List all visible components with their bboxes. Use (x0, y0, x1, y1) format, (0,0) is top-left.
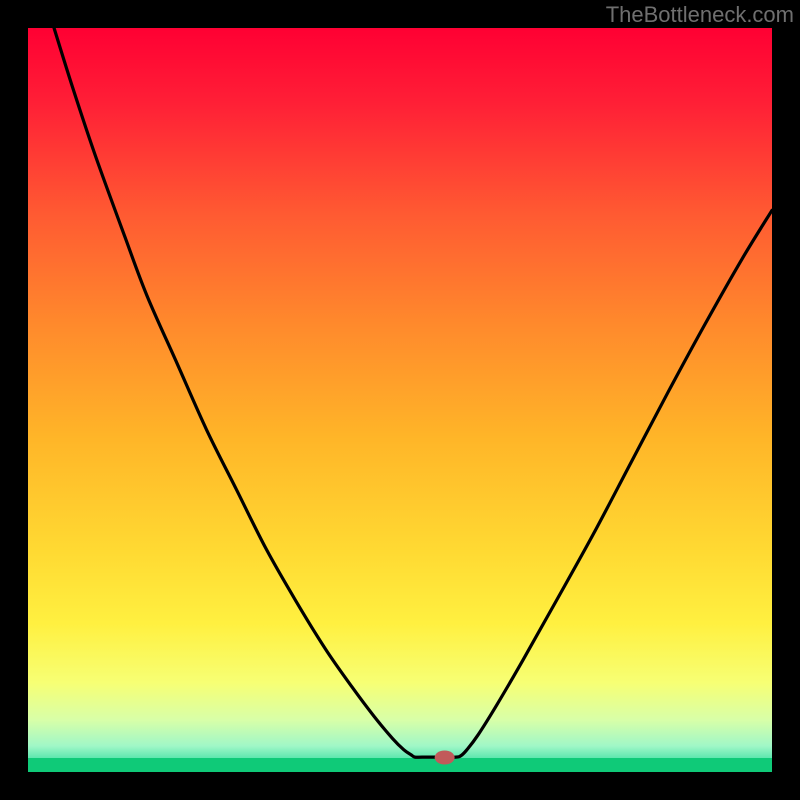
optimal-point-marker (435, 750, 455, 764)
bottom-band (28, 758, 772, 772)
chart-stage: TheBottleneck.com (0, 0, 800, 800)
plot-area (28, 28, 772, 772)
watermark-text: TheBottleneck.com (606, 2, 794, 28)
chart-svg (0, 0, 800, 800)
